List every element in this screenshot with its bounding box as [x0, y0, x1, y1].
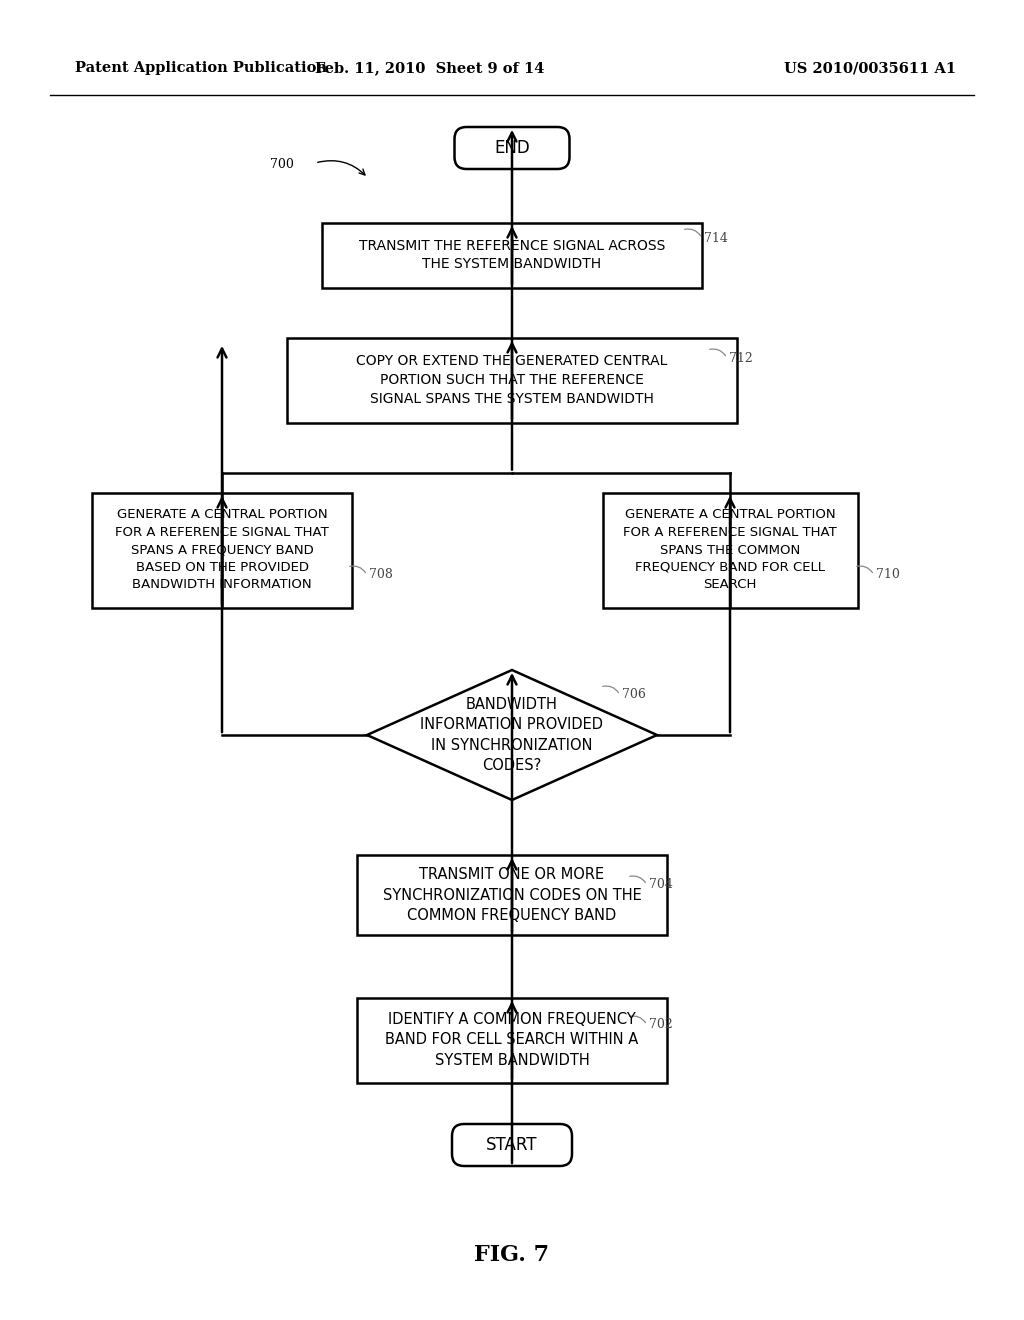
FancyBboxPatch shape	[602, 492, 857, 607]
Polygon shape	[367, 671, 657, 800]
Text: END: END	[495, 139, 529, 157]
Text: TRANSMIT ONE OR MORE
SYNCHRONIZATION CODES ON THE
COMMON FREQUENCY BAND: TRANSMIT ONE OR MORE SYNCHRONIZATION COD…	[383, 867, 641, 923]
Text: TRANSMIT THE REFERENCE SIGNAL ACROSS
THE SYSTEM BANDWIDTH: TRANSMIT THE REFERENCE SIGNAL ACROSS THE…	[358, 239, 666, 272]
Text: IDENTIFY A COMMON FREQUENCY
BAND FOR CELL SEARCH WITHIN A
SYSTEM BANDWIDTH: IDENTIFY A COMMON FREQUENCY BAND FOR CEL…	[385, 1012, 639, 1068]
Text: 706: 706	[622, 689, 646, 701]
Text: 700: 700	[270, 158, 294, 172]
Text: 714: 714	[705, 231, 728, 244]
FancyBboxPatch shape	[322, 223, 702, 288]
Text: 712: 712	[729, 351, 753, 364]
Text: 704: 704	[649, 879, 673, 891]
FancyBboxPatch shape	[92, 492, 352, 607]
Text: Patent Application Publication: Patent Application Publication	[75, 61, 327, 75]
Text: GENERATE A CENTRAL PORTION
FOR A REFERENCE SIGNAL THAT
SPANS THE COMMON
FREQUENC: GENERATE A CENTRAL PORTION FOR A REFEREN…	[624, 508, 837, 591]
Text: 708: 708	[369, 569, 393, 582]
FancyBboxPatch shape	[452, 1125, 572, 1166]
FancyBboxPatch shape	[357, 855, 667, 935]
FancyBboxPatch shape	[287, 338, 737, 422]
Text: 702: 702	[649, 1019, 673, 1031]
Text: FIG. 7: FIG. 7	[474, 1243, 550, 1266]
Text: 710: 710	[876, 569, 900, 582]
FancyBboxPatch shape	[357, 998, 667, 1082]
Text: START: START	[486, 1137, 538, 1154]
Text: COPY OR EXTEND THE GENERATED CENTRAL
PORTION SUCH THAT THE REFERENCE
SIGNAL SPAN: COPY OR EXTEND THE GENERATED CENTRAL POR…	[356, 354, 668, 407]
Text: GENERATE A CENTRAL PORTION
FOR A REFERENCE SIGNAL THAT
SPANS A FREQUENCY BAND
BA: GENERATE A CENTRAL PORTION FOR A REFEREN…	[115, 508, 329, 591]
Text: Feb. 11, 2010  Sheet 9 of 14: Feb. 11, 2010 Sheet 9 of 14	[315, 61, 545, 75]
Text: BANDWIDTH
INFORMATION PROVIDED
IN SYNCHRONIZATION
CODES?: BANDWIDTH INFORMATION PROVIDED IN SYNCHR…	[421, 697, 603, 774]
FancyBboxPatch shape	[455, 127, 569, 169]
Text: US 2010/0035611 A1: US 2010/0035611 A1	[784, 61, 956, 75]
